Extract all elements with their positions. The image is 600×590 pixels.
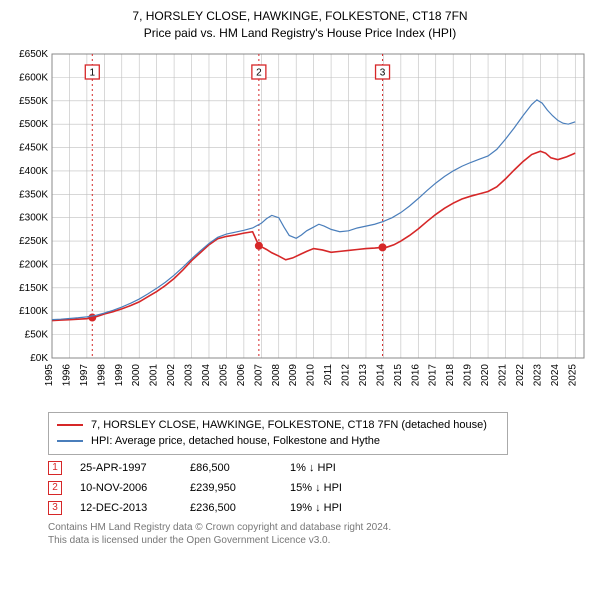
chart-svg: £0K £50K £100K £150K £200K £250K £300K £350K £40…	[8, 46, 592, 406]
svg-text:£50K: £50K	[25, 329, 49, 340]
event-date-2: 10-NOV-2006	[80, 482, 190, 494]
svg-text:£350K: £350K	[19, 189, 48, 200]
chart-container: 7, HORSLEY CLOSE, HAWKINGE, FOLKESTONE, …	[0, 0, 600, 551]
svg-text:£550K: £550K	[19, 95, 48, 106]
svg-text:2001: 2001	[149, 363, 160, 386]
event-row-3: 3 12-DEC-2013 £236,500 19% ↓ HPI	[48, 501, 592, 515]
svg-text:1995: 1995	[44, 363, 55, 386]
legend-label-1: 7, HORSLEY CLOSE, HAWKINGE, FOLKESTONE, …	[91, 417, 487, 434]
svg-text:2009: 2009	[288, 363, 299, 386]
legend-box: 7, HORSLEY CLOSE, HAWKINGE, FOLKESTONE, …	[48, 412, 508, 455]
svg-text:£450K: £450K	[19, 142, 48, 153]
svg-text:£400K: £400K	[19, 166, 48, 177]
event-row-2: 2 10-NOV-2006 £239,950 15% ↓ HPI	[48, 481, 592, 495]
svg-text:£300K: £300K	[19, 212, 48, 223]
event-diff-2: 15% ↓ HPI	[290, 482, 390, 494]
svg-text:1997: 1997	[79, 363, 90, 386]
svg-text:2: 2	[256, 67, 262, 78]
event-marker-3: 3	[48, 501, 62, 515]
svg-text:£150K: £150K	[19, 282, 48, 293]
svg-text:2023: 2023	[532, 363, 543, 386]
svg-text:£250K: £250K	[19, 236, 48, 247]
svg-text:2020: 2020	[480, 363, 491, 386]
footer-line-1: Contains HM Land Registry data © Crown c…	[48, 521, 592, 534]
svg-text:2022: 2022	[515, 363, 526, 386]
svg-text:2021: 2021	[498, 363, 509, 386]
event-price-1: £86,500	[190, 462, 290, 474]
event-price-2: £239,950	[190, 482, 290, 494]
legend-swatch-1	[57, 424, 83, 426]
svg-text:£600K: £600K	[19, 72, 48, 83]
svg-text:2013: 2013	[358, 363, 369, 386]
event-date-3: 12-DEC-2013	[80, 502, 190, 514]
chart-area: £0K £50K £100K £150K £200K £250K £300K £350K £40…	[8, 46, 592, 406]
legend-swatch-2	[57, 440, 83, 442]
svg-text:2007: 2007	[253, 363, 264, 386]
legend-row-2: HPI: Average price, detached house, Folk…	[57, 433, 499, 450]
legend-row-1: 7, HORSLEY CLOSE, HAWKINGE, FOLKESTONE, …	[57, 417, 499, 434]
svg-text:2002: 2002	[166, 363, 177, 386]
svg-text:2012: 2012	[341, 363, 352, 386]
event-price-3: £236,500	[190, 502, 290, 514]
svg-text:£100K: £100K	[19, 306, 48, 317]
svg-text:2015: 2015	[393, 363, 404, 386]
title-line-2: Price paid vs. HM Land Registry's House …	[8, 25, 592, 42]
svg-text:2025: 2025	[567, 363, 578, 386]
title-block: 7, HORSLEY CLOSE, HAWKINGE, FOLKESTONE, …	[8, 8, 592, 42]
svg-text:2014: 2014	[375, 363, 386, 386]
svg-text:2010: 2010	[306, 363, 317, 386]
svg-text:2000: 2000	[131, 363, 142, 386]
svg-text:1998: 1998	[96, 363, 107, 386]
event-date-1: 25-APR-1997	[80, 462, 190, 474]
event-marker-2: 2	[48, 481, 62, 495]
svg-text:2018: 2018	[445, 363, 456, 386]
footer-line-2: This data is licensed under the Open Gov…	[48, 534, 592, 547]
footer: Contains HM Land Registry data © Crown c…	[48, 521, 592, 547]
svg-text:2008: 2008	[271, 363, 282, 386]
svg-text:2006: 2006	[236, 363, 247, 386]
svg-text:2003: 2003	[184, 363, 195, 386]
svg-text:2005: 2005	[218, 363, 229, 386]
event-diff-3: 19% ↓ HPI	[290, 502, 390, 514]
svg-text:£200K: £200K	[19, 259, 48, 270]
event-marker-1: 1	[48, 461, 62, 475]
svg-text:£0K: £0K	[30, 353, 48, 364]
svg-text:2024: 2024	[550, 363, 561, 386]
event-diff-1: 1% ↓ HPI	[290, 462, 390, 474]
svg-text:2017: 2017	[428, 363, 439, 386]
svg-text:3: 3	[380, 67, 386, 78]
event-row-1: 1 25-APR-1997 £86,500 1% ↓ HPI	[48, 461, 592, 475]
event-table: 1 25-APR-1997 £86,500 1% ↓ HPI 2 10-NOV-…	[48, 461, 592, 515]
svg-text:1996: 1996	[61, 363, 72, 386]
svg-text:£650K: £650K	[19, 49, 48, 60]
svg-text:£500K: £500K	[19, 119, 48, 130]
title-line-1: 7, HORSLEY CLOSE, HAWKINGE, FOLKESTONE, …	[8, 8, 592, 25]
svg-text:1: 1	[90, 67, 96, 78]
svg-text:2016: 2016	[410, 363, 421, 386]
svg-text:2011: 2011	[323, 363, 334, 385]
svg-text:1999: 1999	[114, 363, 125, 386]
legend-label-2: HPI: Average price, detached house, Folk…	[91, 433, 380, 450]
svg-text:2019: 2019	[463, 363, 474, 386]
svg-text:2004: 2004	[201, 363, 212, 386]
